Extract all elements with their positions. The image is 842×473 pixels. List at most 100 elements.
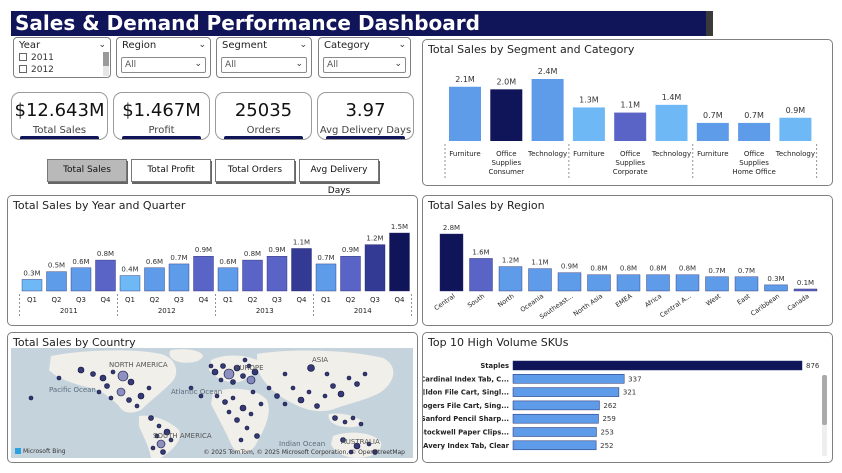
x-tick-label: Q4: [297, 296, 308, 304]
segment-category-chart: 2.1MFurniture2.0MOfficeSupplies2.4MTechn…: [444, 67, 818, 180]
chart-bar: [291, 248, 312, 292]
data-label: 0.8M: [97, 250, 114, 258]
data-label: 1.3M: [579, 95, 599, 104]
data-label: 0.7M: [708, 267, 725, 275]
country-bubble: [250, 389, 256, 395]
country-bubble: [240, 373, 246, 379]
chart-bar: [738, 122, 771, 141]
region-chart: 2.8M Central 1.6M South 1.2M North 1.1M Oceania…: [433, 224, 818, 321]
chart-bar: [144, 267, 165, 292]
country-bubble: [156, 439, 166, 449]
category-slicer[interactable]: Category ⌄ All ⌄: [318, 37, 411, 78]
map-label-atlantic-ocean: Atlantic Ocean: [171, 388, 223, 396]
sku-name-label: Staples: [480, 362, 509, 370]
data-label: 2.1M: [455, 75, 475, 84]
region-dropdown[interactable]: All ⌄: [121, 57, 206, 73]
data-label: 1.1M: [620, 101, 640, 110]
total-orders-button[interactable]: Total Orders: [215, 159, 295, 182]
year-quarter-panel: Total Sales by Year and Quarter 0.3M Q1 0.…: [7, 195, 418, 326]
country-bubble: [307, 364, 315, 372]
chart-bar: [389, 232, 410, 292]
year-option[interactable]: 2012: [19, 65, 54, 75]
chart-bar: [512, 400, 600, 411]
data-label: 0.5M: [48, 262, 65, 270]
chevron-down-icon[interactable]: ⌄: [398, 40, 406, 50]
chart-bar: [734, 276, 759, 292]
chart-bar: [512, 440, 597, 451]
region-slicer[interactable]: Region ⌄ All ⌄: [116, 37, 211, 78]
x-tick-label: Office: [620, 150, 640, 158]
country-bubble: [28, 395, 34, 401]
data-label: 0.8M: [649, 265, 666, 273]
country-bubble: [246, 363, 252, 369]
checkbox-icon[interactable]: [19, 53, 27, 61]
map-provider-logo: Microsoft Bing: [15, 448, 66, 455]
sku-list-scrollbar[interactable]: [822, 375, 827, 456]
group-label: 2011: [60, 307, 78, 315]
country-bubble: [254, 433, 260, 439]
chart-bar: [193, 256, 214, 292]
segment-slicer[interactable]: Segment ⌄ All ⌄: [216, 37, 312, 78]
sku-name-label: Cardinal Index Tab, C...: [423, 375, 509, 383]
data-label: 0.9M: [342, 246, 359, 254]
avg-delivery-days-button[interactable]: Avg Delivery Days: [299, 159, 379, 196]
country-bubble: [244, 425, 250, 431]
x-tick-label: Technology: [651, 150, 691, 158]
category-dropdown-value: All: [327, 60, 339, 70]
country-bubble: [354, 381, 360, 387]
country-bubble: [146, 385, 152, 391]
data-label: 1.1M: [531, 259, 548, 267]
segment-dropdown[interactable]: All ⌄: [221, 57, 307, 73]
country-bubble: [350, 415, 356, 421]
group-label: Consumer: [488, 168, 524, 176]
chevron-down-icon[interactable]: ⌄: [98, 40, 106, 50]
chevron-down-icon: ⌄: [295, 59, 303, 69]
chart-bar: [779, 117, 812, 141]
sku-name-label: Sanford Pencil Sharp...: [423, 415, 509, 423]
country-bubble: [90, 371, 96, 377]
x-tick-label: Africa: [643, 292, 663, 309]
region-panel: Total Sales by Region 2.8M Central 1.6M Sou…: [422, 195, 833, 326]
map-label-europe: EUROPE: [235, 364, 264, 372]
x-tick-label: Canada: [786, 292, 811, 313]
country-bubble: [358, 421, 364, 427]
data-label: 1.2M: [502, 257, 519, 265]
checkbox-icon[interactable]: [19, 65, 27, 73]
map-label-south-america: SOUTH AMERICA: [153, 432, 212, 440]
north-america-landmass: [49, 350, 177, 413]
chart-bar: [646, 274, 670, 292]
x-tick-label: Furniture: [697, 150, 728, 158]
country-bubble: [110, 369, 116, 375]
country-bubble: [198, 393, 204, 399]
microsoft-logo-icon: [15, 448, 21, 454]
country-bubble: [274, 393, 280, 399]
x-tick-label: Caribbean: [749, 292, 781, 318]
data-label: 0.4M: [121, 266, 138, 274]
total-profit-button[interactable]: Total Profit: [131, 159, 211, 182]
panel-title: Top 10 High Volume SKUs: [428, 336, 569, 349]
total-sales-button[interactable]: Total Sales: [47, 159, 127, 182]
year-slicer-scrollbar[interactable]: [103, 52, 109, 76]
country-bubble: [324, 371, 330, 377]
world-map[interactable]: NORTH AMERICA Pacific Ocean Atlantic Oce…: [11, 348, 413, 458]
chart-bar: [528, 268, 552, 292]
data-label: 2.0M: [496, 77, 516, 86]
data-label: 0.8M: [620, 265, 637, 273]
data-label: 259: [602, 415, 615, 423]
year-slicer[interactable]: Year ⌄ 2011 2012: [13, 37, 111, 78]
country-bubble: [297, 396, 305, 404]
region-dropdown-value: All: [125, 60, 137, 70]
map-attribution[interactable]: © 2025 TomTom, © 2025 Microsoft Corporat…: [203, 449, 405, 456]
year-option[interactable]: 2011: [19, 53, 54, 63]
country-bubble: [234, 417, 240, 423]
country-bubble: [134, 403, 140, 409]
country-bubble: [230, 379, 236, 385]
category-dropdown[interactable]: All ⌄: [323, 57, 406, 73]
chevron-down-icon[interactable]: ⌄: [299, 40, 307, 50]
chevron-down-icon[interactable]: ⌄: [198, 40, 206, 50]
country-bubble: [168, 437, 174, 443]
data-label: 0.6M: [146, 258, 163, 266]
data-label: 0.9M: [268, 246, 285, 254]
country-bubble: [126, 397, 132, 403]
greenland-landmass: [169, 349, 203, 363]
